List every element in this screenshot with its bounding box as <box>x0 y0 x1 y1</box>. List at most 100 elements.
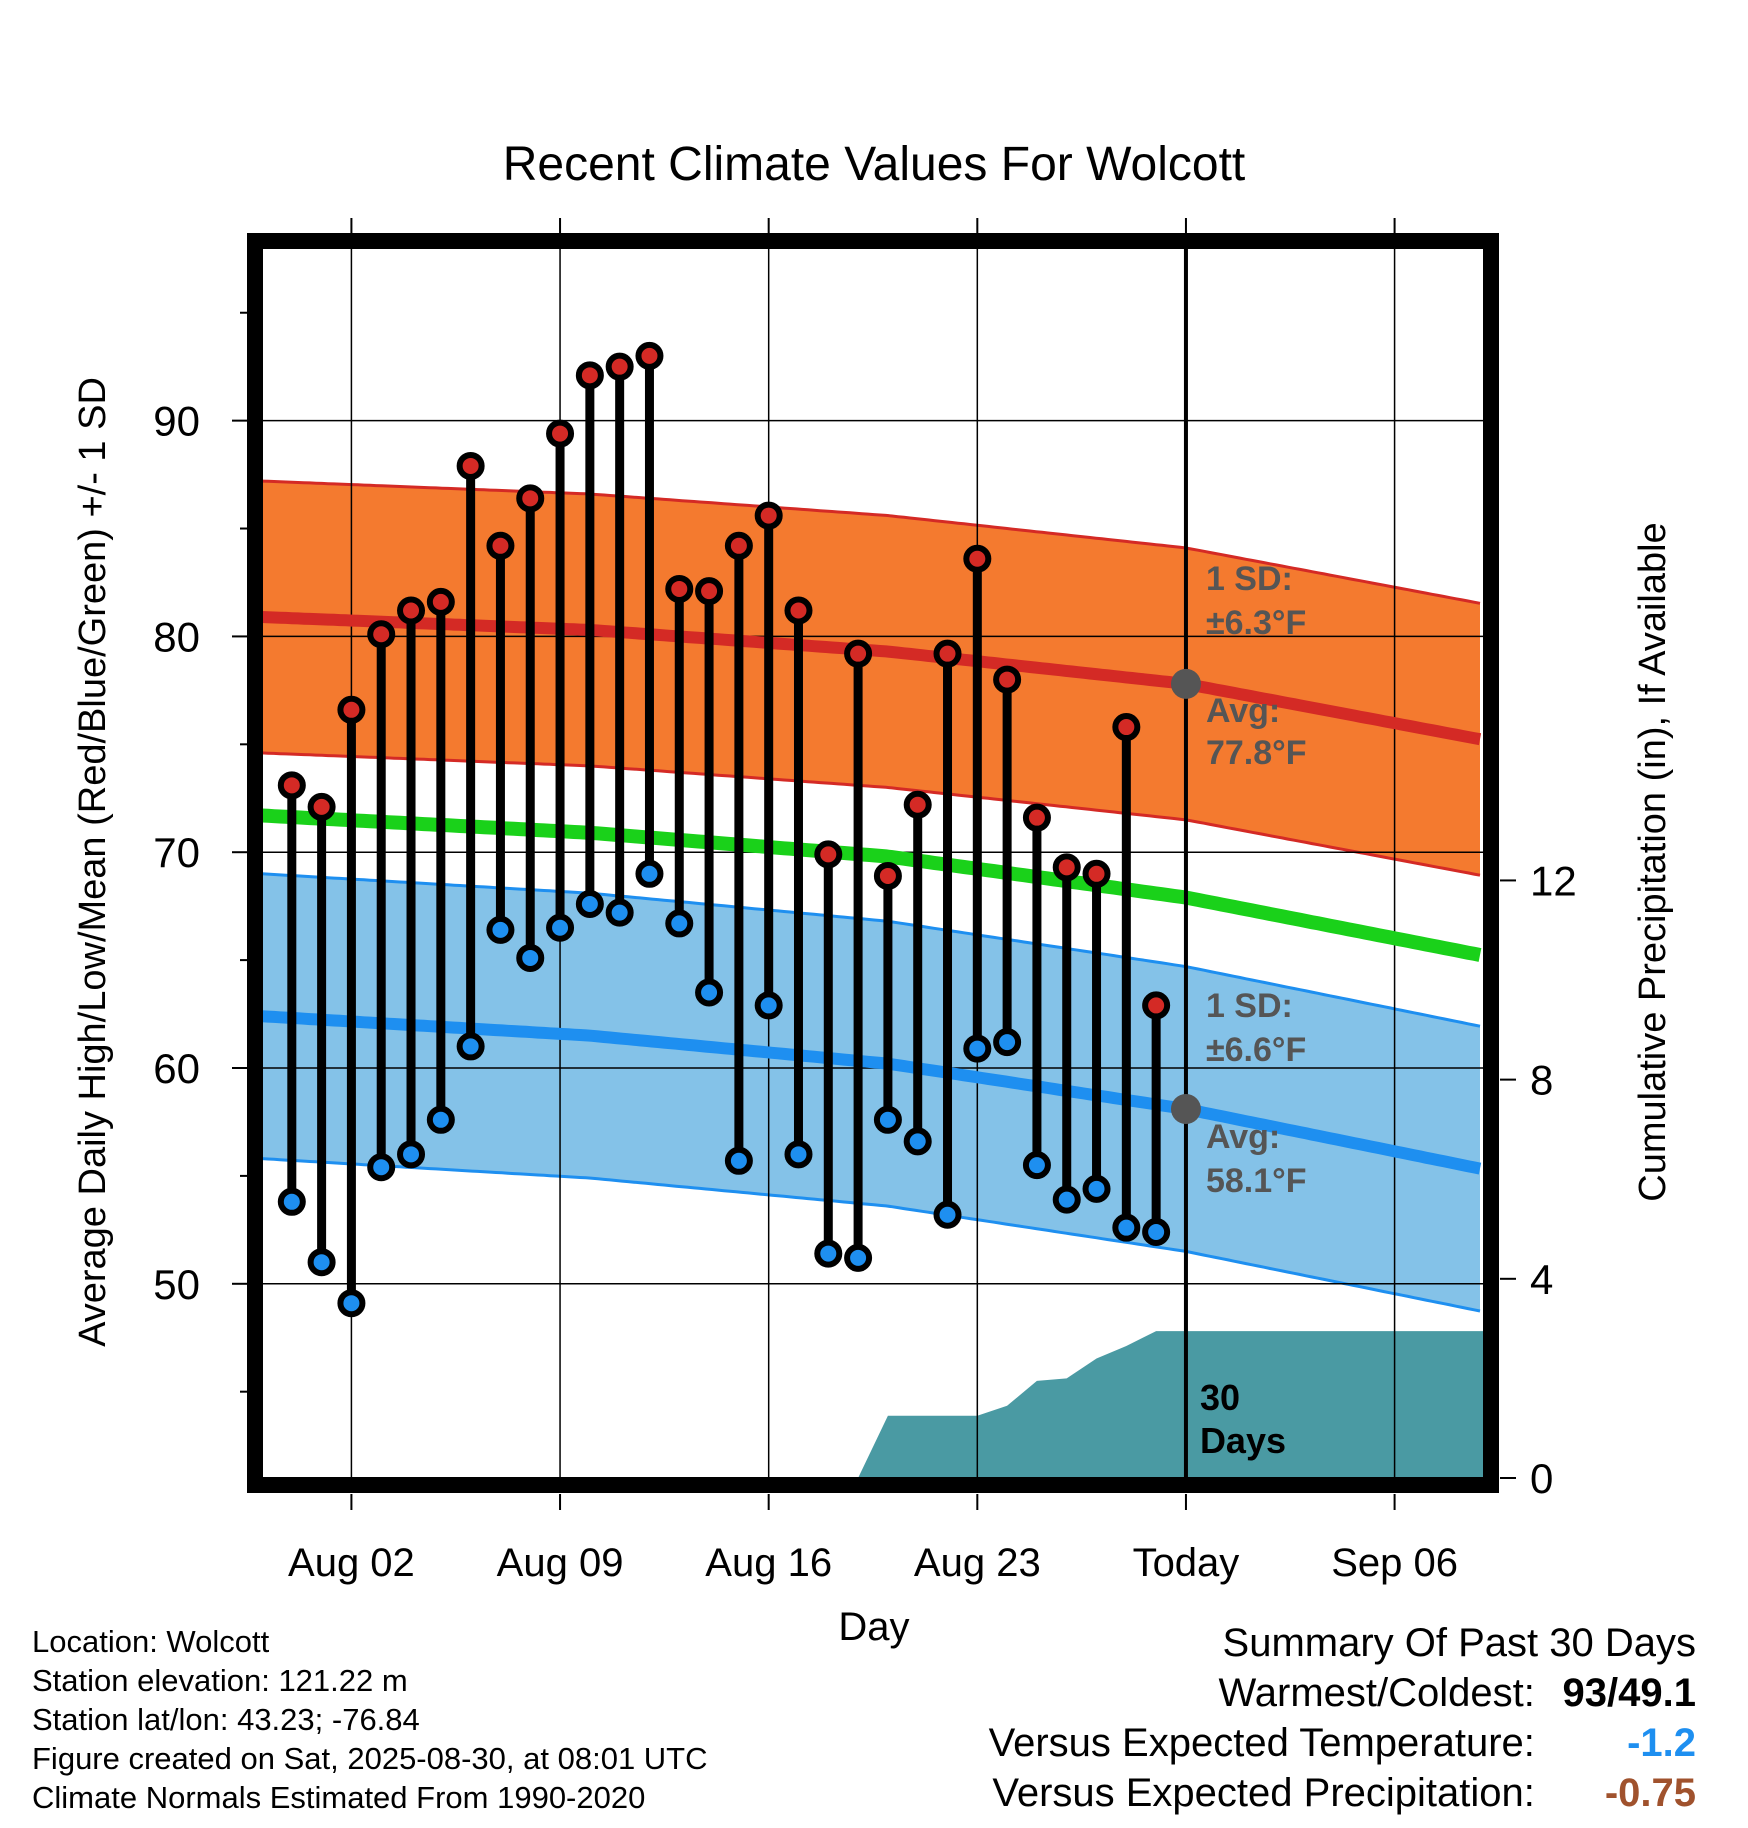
today-low-avg-marker <box>1170 1094 1201 1124</box>
high-sd-band-lower-edge <box>262 751 1481 877</box>
latlon-text: Station lat/lon: 43.23; -76.84 <box>32 1702 420 1737</box>
low-temp-point <box>784 1140 813 1169</box>
low-temp-point <box>1142 1218 1171 1246</box>
low-temp-point <box>277 1187 306 1216</box>
low-temp-point <box>963 1034 992 1063</box>
high-temp-point <box>1052 853 1081 882</box>
y-tick-label: 60 <box>153 1045 200 1092</box>
low-temp-point <box>546 913 575 942</box>
high-temp-point <box>367 620 396 649</box>
low-temp-point <box>516 943 545 972</box>
high-temp-point <box>933 639 962 668</box>
low-temp-point <box>1022 1151 1051 1180</box>
low-temp-point <box>307 1248 336 1277</box>
low-temp-point <box>1082 1174 1111 1203</box>
y2-tick-label: 0 <box>1530 1455 1553 1502</box>
low-temp-point <box>1112 1213 1141 1242</box>
high-temp-point <box>486 531 515 560</box>
high-temp-point <box>665 574 694 603</box>
high-temp-point <box>426 587 455 616</box>
high-temp-point <box>1112 713 1141 742</box>
low-temp-point <box>605 898 634 927</box>
chart-title: Recent Climate Values For Wolcott <box>503 138 1246 191</box>
low-temp-point <box>993 1028 1022 1057</box>
low-temp-point <box>367 1153 396 1182</box>
y2-tick-label: 8 <box>1530 1057 1553 1104</box>
low-temp-point <box>397 1140 426 1169</box>
low-temp-point <box>426 1105 455 1134</box>
plot-area: 1 SD: ±6.3°F Avg: 77.8°F 1 SD: ±6.6°F Avg: 58.1… <box>153 218 1577 1585</box>
high-temp-point <box>397 596 426 625</box>
elevation-text: Station elevation: 121.22 m <box>32 1663 408 1698</box>
low-temp-point <box>575 890 604 918</box>
precip-days-number: 30 <box>1200 1377 1240 1418</box>
low-temp-point <box>844 1243 873 1272</box>
low-temp-point <box>695 978 724 1007</box>
high-temp-point <box>605 352 634 381</box>
low-temp-point <box>814 1239 843 1268</box>
y-tick-label: 50 <box>153 1261 200 1308</box>
x-tick-label: Aug 02 <box>288 1541 415 1585</box>
low-sd-value: ±6.6°F <box>1206 1031 1306 1069</box>
high-temp-point <box>993 665 1022 694</box>
high-temp-point <box>337 695 366 724</box>
precip-area <box>858 1331 1484 1478</box>
high-temp-point <box>1082 859 1111 888</box>
high-sd-label: 1 SD: <box>1206 560 1293 598</box>
high-temp-point <box>516 484 545 513</box>
low-temp-point <box>486 915 515 944</box>
normal-low-line <box>262 1010 1482 1175</box>
high-avg-label: Avg: <box>1206 692 1280 730</box>
summary-temp-row: Versus Expected Temperature: -1.2 <box>989 1718 1696 1768</box>
warmest-value: 93/49.1 <box>1562 1671 1696 1715</box>
precip-value: -0.75 <box>1604 1771 1696 1815</box>
high-sd-band-upper-edge <box>262 479 1481 605</box>
high-temp-point <box>1142 991 1171 1020</box>
high-temp-point <box>873 861 902 890</box>
high-temp-point <box>963 544 992 573</box>
x-tick-label: Aug 09 <box>497 1541 624 1585</box>
summary-panel: Summary Of Past 30 Days Warmest/Coldest:… <box>989 1618 1696 1818</box>
warmest-label: Warmest/Coldest: <box>1218 1671 1535 1715</box>
precip-label: Versus Expected Precipitation: <box>992 1771 1535 1815</box>
high-temp-point <box>844 639 873 668</box>
high-temp-point <box>307 792 336 821</box>
low-temp-point <box>873 1105 902 1134</box>
y-tick-label: 80 <box>153 613 200 660</box>
temp-value: -1.2 <box>1627 1721 1696 1765</box>
low-sd-band <box>262 873 1480 1311</box>
high-temp-point <box>695 577 724 606</box>
low-temp-point <box>665 909 694 938</box>
high-temp-point <box>456 451 485 480</box>
low-temp-point <box>1052 1185 1081 1214</box>
high-temp-point <box>903 790 932 819</box>
high-temp-point <box>754 501 783 530</box>
summary-title: Summary Of Past 30 Days <box>1222 1621 1696 1665</box>
high-temp-point <box>784 596 813 625</box>
low-temp-point <box>903 1127 932 1156</box>
temp-label: Versus Expected Temperature: <box>988 1721 1535 1765</box>
precip-days-label: Days <box>1200 1420 1286 1461</box>
high-avg-value: 77.8°F <box>1206 734 1307 772</box>
location-text: Location: Wolcott <box>32 1624 270 1659</box>
high-sd-value: ±6.3°F <box>1206 604 1306 642</box>
high-temp-point <box>814 840 843 869</box>
summary-precip-row: Versus Expected Precipitation: -0.75 <box>989 1768 1696 1818</box>
low-sd-label: 1 SD: <box>1206 987 1293 1025</box>
x-axis-label: Day <box>838 1605 909 1649</box>
plot-frame <box>247 233 1499 1493</box>
y-tick-label: 70 <box>153 829 200 876</box>
high-temp-point <box>724 531 753 560</box>
low-sd-band-upper-edge <box>262 872 1481 1028</box>
high-temp-point <box>575 361 604 390</box>
normal-mean-line <box>262 808 1482 962</box>
y2-tick-label: 12 <box>1530 857 1577 904</box>
x-tick-label: Aug 23 <box>914 1541 1041 1585</box>
x-tick-label: Sep 06 <box>1331 1541 1458 1585</box>
high-temp-point <box>635 341 664 370</box>
low-avg-label: Avg: <box>1206 1118 1280 1156</box>
low-temp-point <box>724 1146 753 1175</box>
low-temp-point <box>635 859 664 888</box>
normals-text: Climate Normals Estimated From 1990-2020 <box>32 1780 646 1815</box>
